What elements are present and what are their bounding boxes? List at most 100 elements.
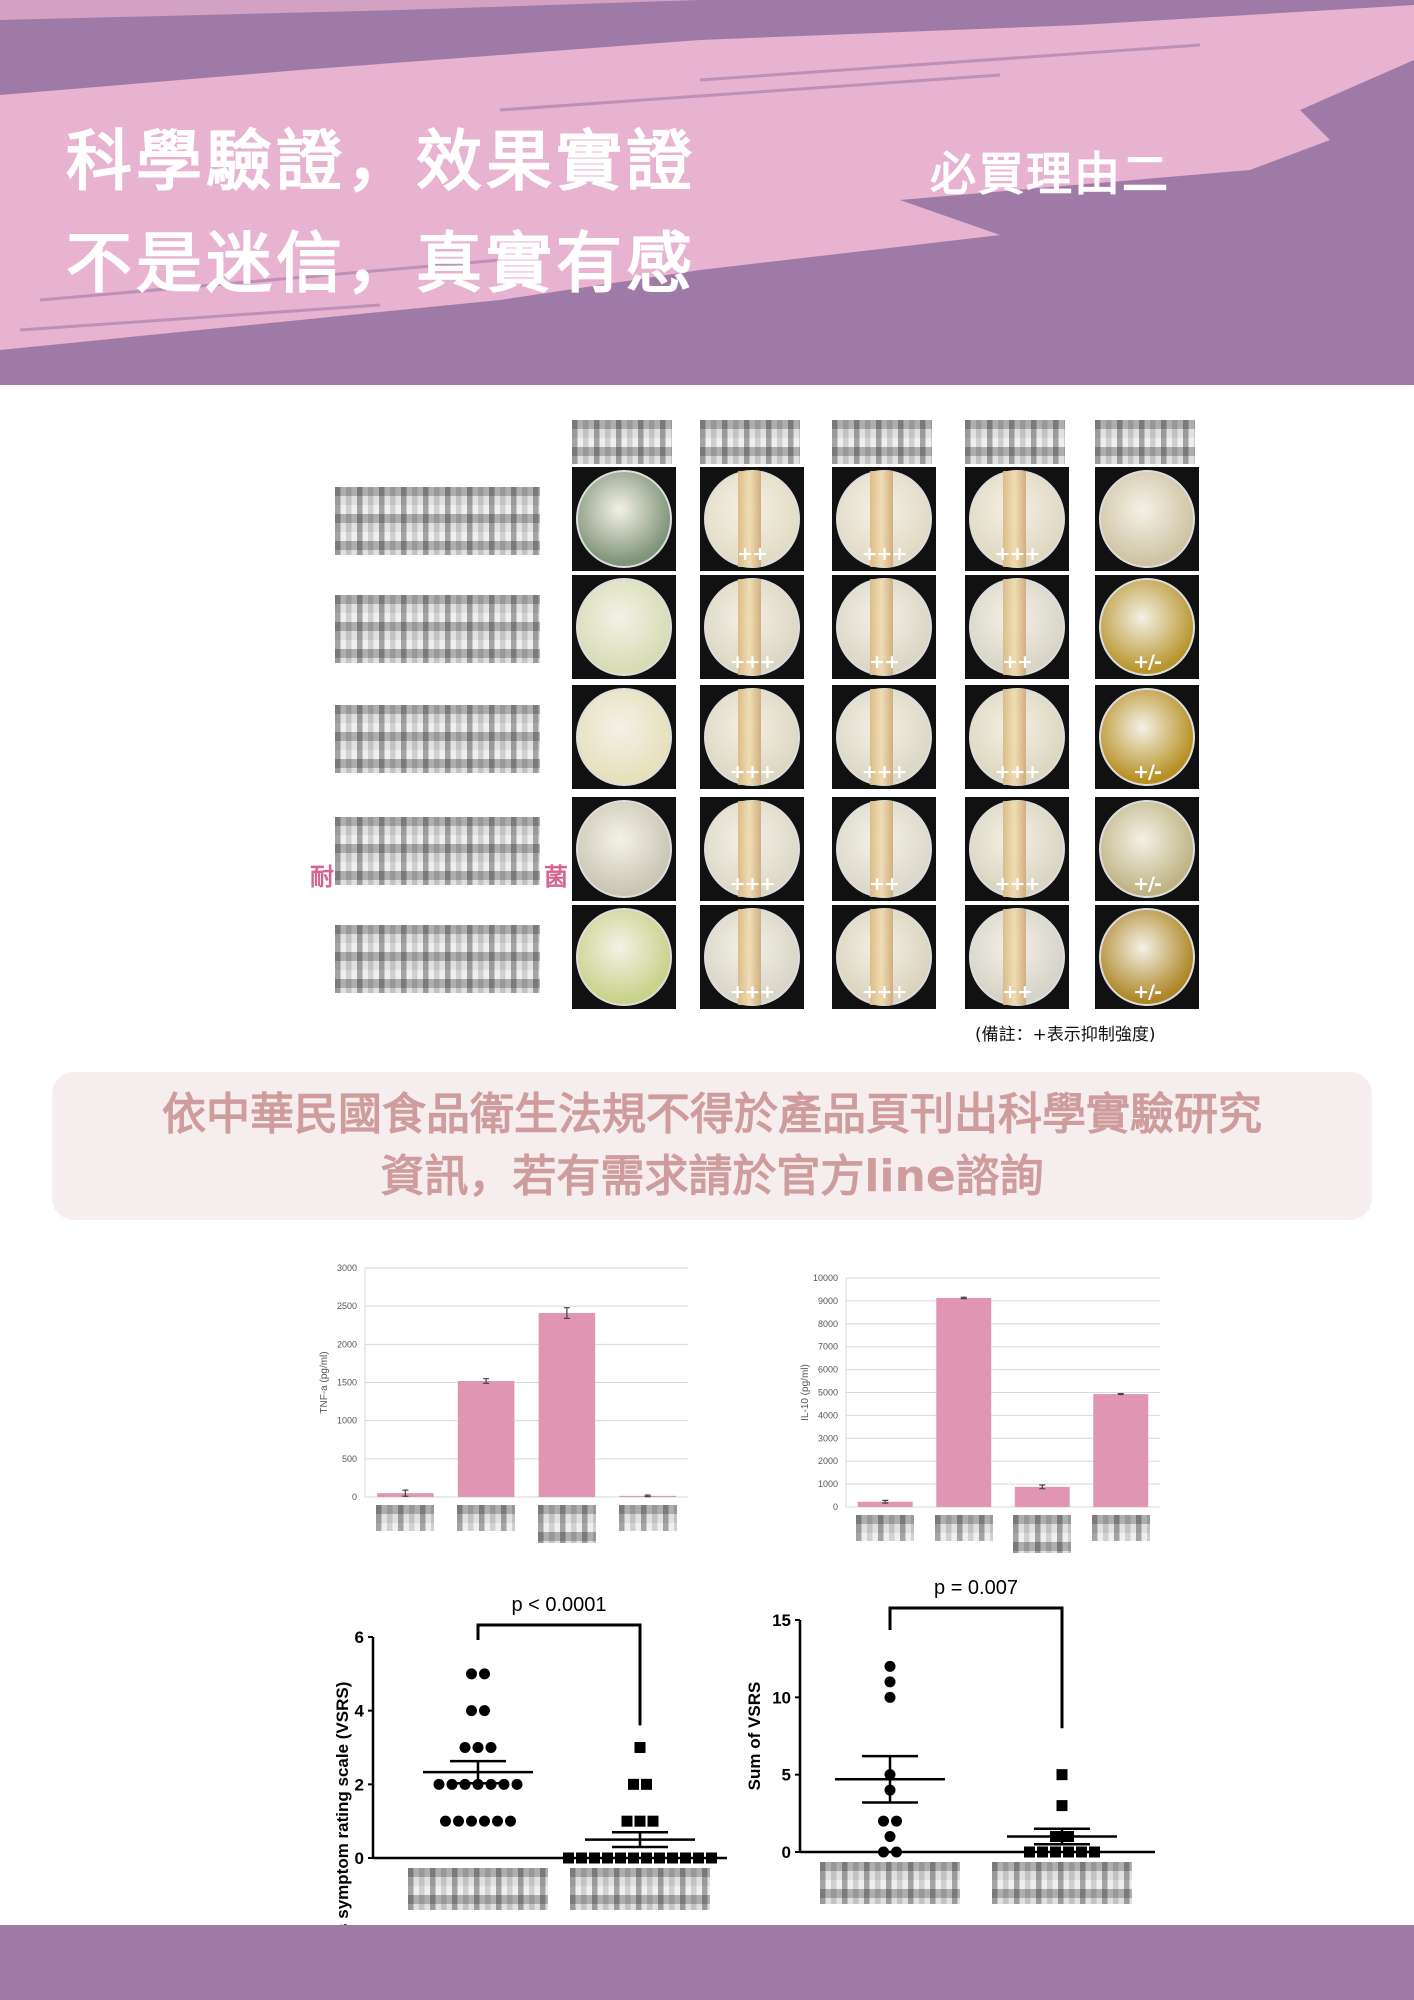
culture-plate: +++ [700,685,804,789]
scatter-chart-3: 0 5 10 15 Sum of VSRS p = 0.007 [745,1577,1155,1862]
x-group-label-redacted [570,1868,710,1910]
data-point [440,1815,451,1827]
probiotic-streak [870,689,894,785]
scatter-chart-2: 0 2 4 6 Vaginitis symptom rating scale (VSRS… [333,1594,727,1925]
bar [1014,1486,1070,1507]
culture-plate: ++ [965,905,1069,1009]
y-tick-label: 4 [355,1702,365,1721]
x-category-label-redacted [1091,1515,1150,1541]
row-label-redacted [335,817,540,885]
inhibition-score: +/- [1133,761,1162,783]
x-category-label-redacted [457,1505,516,1531]
culture-plate: ++ [700,467,804,571]
culture-plate: ++ [965,575,1069,679]
column-header-label-redacted [700,420,800,464]
culture-plate: +++ [700,575,804,679]
data-point [1037,1846,1048,1858]
plate-remark: (備註：+表示抑制強度) [975,1025,1156,1045]
culture-plate: +++ [965,797,1069,901]
y-axis-label: Vaginitis symptom rating scale (VSRS) [333,1682,352,1925]
culture-plate [572,797,676,901]
inhibition-score: ++ [869,873,900,895]
y-tick-label: 5 [782,1766,791,1785]
y-axis-label: IL-10 (pg/ml) [800,1364,811,1421]
culture-plate: +++ [832,685,936,789]
y-tick-label: 5000 [818,1388,838,1398]
sem-bar [862,1754,918,1804]
footer-band [0,1925,1414,2000]
culture-plate: +++ [965,467,1069,571]
data-point [1089,1846,1100,1858]
data-point [1056,1769,1068,1781]
probiotic-streak [738,579,762,675]
inhibition-score: +++ [729,981,776,1003]
inhibition-score: +++ [861,543,908,565]
y-tick-label: 2 [355,1775,364,1794]
inhibition-score: +++ [994,543,1041,565]
y-tick-label: 2000 [337,1339,357,1349]
data-point [647,1815,659,1827]
probiotic-streak [870,801,894,897]
data-point [884,1676,896,1688]
culture-plate: ++ [832,797,936,901]
data-point [1024,1846,1035,1858]
bar [538,1313,596,1497]
row-label-redacted [335,487,540,555]
petri-dish [1099,800,1195,898]
data-point [589,1852,600,1864]
column-header-label-redacted [572,420,672,464]
data-point [453,1815,464,1827]
brush-stroke-decoration [0,0,1414,350]
y-tick-label: 6000 [818,1365,838,1375]
data-point [563,1852,574,1864]
probiotic-streak [870,471,894,567]
data-point [641,1778,652,1790]
y-tick-label: 1000 [818,1479,838,1489]
column-header-label-redacted [832,420,932,464]
x-category-label-redacted [618,1505,677,1531]
probiotic-streak [870,909,894,1005]
culture-plate: +++ [832,905,936,1009]
x-category-label-redacted [934,1515,993,1541]
row-label-redacted [335,705,540,773]
header-banner: 科學驗證，效果實證 不是迷信，真實有感 必買理由二 [0,0,1414,385]
bar [1093,1394,1149,1507]
data-point [641,1852,652,1864]
petri-dish [1099,578,1195,676]
bar-chart-0: 0 500 1000 1500 2000 2500 3000 TNF-a (pg/ml) [319,1263,688,1502]
inhibition-score: +++ [861,981,908,1003]
y-tick-label: 3000 [818,1433,838,1443]
petri-dish [1099,688,1195,786]
data-point [878,1815,889,1827]
inhibition-score: +++ [994,761,1041,783]
y-tick-label: 10000 [813,1273,838,1283]
data-point [667,1852,678,1864]
culture-plate: +/- [1095,905,1199,1009]
row-label-redacted [335,595,540,663]
data-point [628,1778,639,1790]
data-point [634,1815,646,1827]
probiotic-streak [738,471,762,567]
culture-plate: +++ [700,905,804,1009]
petri-dish [1099,908,1195,1006]
culture-plate: +/- [1095,685,1199,789]
inhibition-score: ++ [1002,651,1033,673]
data-point [479,1705,490,1717]
data-point [433,1778,445,1790]
data-point [472,1742,484,1753]
y-tick-label: 4000 [818,1410,838,1420]
y-tick-label: 0 [833,1502,838,1512]
y-tick-label: 1000 [337,1416,357,1426]
inhibition-score: +++ [729,651,776,673]
column-header-label-redacted [1095,420,1195,464]
culture-plate [572,905,676,1009]
culture-plate: ++ [832,575,936,679]
y-tick-label: 0 [782,1843,791,1862]
bar [457,1380,515,1497]
y-tick-label: 6 [355,1628,364,1647]
regulation-notice: 依中華民國食品衛生法規不得於產品頁刊出科學實驗研究 資訊，若有需求請於官方lin… [52,1072,1372,1220]
reason-tag: 必買理由二 [930,147,1170,201]
probiotic-streak [1003,801,1027,897]
petri-dish [576,470,672,568]
petri-dish [576,908,672,1006]
